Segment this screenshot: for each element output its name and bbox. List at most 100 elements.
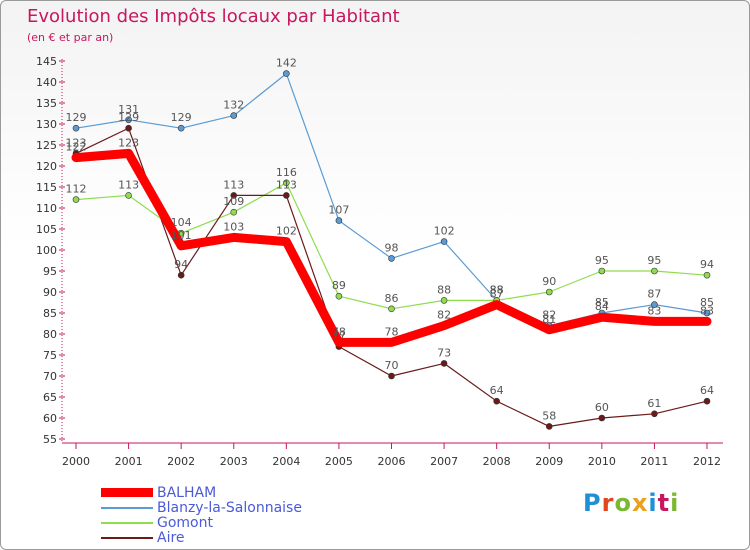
data-label: 78	[332, 325, 346, 338]
data-label: 129	[66, 111, 87, 124]
data-label: 86	[385, 292, 399, 305]
data-label: 104	[171, 216, 192, 229]
data-label: 98	[385, 241, 399, 254]
data-point	[73, 154, 79, 161]
data-label: 122	[66, 141, 87, 154]
legend-label: BALHAM	[157, 484, 217, 501]
data-point	[651, 267, 658, 275]
y-tick-label: 100	[36, 244, 57, 257]
data-label: 88	[490, 283, 504, 296]
chart-legend: BALHAM Blanzy-la-Salonnaise Gomont Aire	[101, 484, 302, 546]
data-point	[703, 271, 711, 279]
data-label: 116	[276, 166, 297, 179]
data-point	[493, 301, 500, 308]
x-tick-label: 2012	[693, 455, 721, 468]
y-tick-label: 135	[36, 97, 57, 110]
data-label: 87	[647, 288, 661, 301]
data-label: 109	[223, 195, 244, 208]
y-tick-label: 115	[36, 181, 57, 194]
data-point	[335, 339, 342, 346]
data-label: 83	[647, 304, 661, 317]
data-point	[177, 271, 185, 279]
legend-item: Aire	[101, 530, 302, 546]
legend-label: Gomont	[157, 514, 213, 531]
data-label: 94	[174, 258, 188, 271]
y-tick-label: 70	[43, 370, 57, 383]
data-point	[703, 309, 711, 317]
data-label: 95	[647, 254, 661, 267]
data-point	[125, 192, 132, 199]
data-label: 60	[595, 401, 609, 414]
data-label: 142	[276, 57, 297, 70]
data-point	[125, 150, 132, 157]
data-label: 88	[490, 283, 504, 296]
data-point	[177, 124, 185, 132]
data-label: 113	[118, 178, 139, 191]
data-point	[493, 397, 500, 405]
data-label: 90	[542, 275, 556, 288]
data-point	[704, 318, 710, 325]
data-point	[283, 192, 290, 199]
data-label: 64	[490, 384, 504, 397]
data-point	[283, 238, 290, 245]
data-point	[441, 322, 448, 329]
data-label: 112	[66, 183, 87, 196]
x-tick-label: 2007	[430, 455, 458, 468]
data-point	[440, 360, 448, 367]
data-label: 82	[542, 309, 556, 322]
x-tick-label: 2008	[483, 455, 511, 468]
series-line-Aire	[75, 127, 708, 427]
data-point	[230, 234, 237, 241]
data-label: 95	[595, 254, 609, 267]
x-tick-label: 2002	[167, 455, 195, 468]
data-label: 123	[66, 136, 87, 149]
data-point	[651, 301, 658, 308]
data-label: 70	[385, 359, 399, 372]
y-tick-label: 140	[36, 76, 57, 89]
data-label: 113	[276, 178, 297, 191]
legend-swatch	[101, 521, 153, 524]
y-tick-label: 145	[36, 55, 57, 68]
data-label: 83	[700, 304, 714, 317]
x-tick-label: 2004	[272, 455, 300, 468]
legend-swatch	[101, 506, 153, 509]
data-point	[545, 288, 553, 296]
legend-item: BALHAM	[101, 484, 302, 501]
y-tick-label: 75	[43, 349, 57, 362]
data-point	[598, 267, 606, 275]
data-point	[230, 112, 238, 119]
data-label: 89	[332, 279, 346, 292]
data-point	[72, 124, 80, 132]
y-tick-label: 95	[43, 265, 57, 278]
legend-item: Gomont	[101, 514, 302, 531]
chart-title: Evolution des Impôts locaux par Habitant	[27, 6, 400, 27]
data-point	[230, 208, 238, 216]
proxiti-logo: Proxiti	[583, 489, 680, 517]
x-tick-label: 2001	[115, 455, 143, 468]
x-tick-label: 2009	[535, 455, 563, 468]
data-label: 61	[647, 397, 661, 410]
legend-swatch	[101, 488, 153, 497]
data-label: 102	[434, 225, 455, 238]
data-point	[388, 372, 395, 380]
y-tick-label: 90	[43, 286, 57, 299]
data-point	[283, 70, 290, 77]
data-point	[230, 192, 238, 199]
data-point	[651, 318, 658, 325]
x-tick-label: 2003	[220, 455, 248, 468]
legend-swatch	[101, 536, 153, 539]
y-tick-label: 80	[43, 328, 57, 341]
x-tick-label: 2000	[62, 455, 90, 468]
data-label: 77	[332, 330, 346, 343]
chart-subtitle: (en € et par an)	[27, 31, 114, 44]
data-label: 85	[700, 296, 714, 309]
data-point	[388, 305, 395, 313]
y-tick-label: 85	[43, 307, 57, 320]
data-label: 85	[595, 296, 609, 309]
data-label: 81	[542, 313, 556, 326]
data-label: 84	[595, 300, 609, 313]
data-label: 132	[223, 99, 244, 112]
y-tick-label: 125	[36, 139, 57, 152]
data-label: 113	[223, 178, 244, 191]
